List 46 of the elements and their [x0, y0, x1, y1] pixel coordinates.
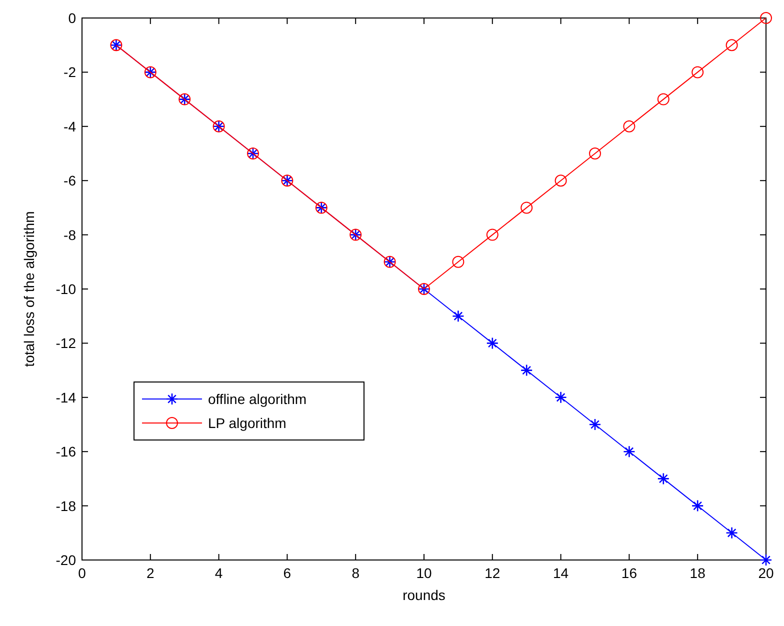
- y-tick-label: -12: [56, 335, 76, 352]
- point: [726, 39, 738, 52]
- y-tick-label: -20: [56, 552, 76, 568]
- x-tick-label: 10: [416, 565, 432, 581]
- point: [486, 337, 499, 350]
- point: [657, 93, 670, 106]
- legend-label: LP algorithm: [208, 415, 286, 431]
- point: [554, 174, 567, 187]
- x-tick-label: 18: [690, 565, 706, 581]
- point: [486, 228, 498, 241]
- point: [520, 364, 533, 376]
- x-tick-label: 14: [553, 565, 569, 581]
- x-tick-label: 8: [352, 565, 360, 581]
- legend-label: offline algorithm: [208, 391, 307, 407]
- x-tick-label: 6: [283, 565, 292, 581]
- x-tick-label: 20: [758, 565, 774, 581]
- y-tick-label: -4: [64, 118, 76, 134]
- point: [760, 554, 772, 566]
- x-tick-label: 4: [214, 565, 223, 581]
- point: [623, 445, 636, 458]
- point: [589, 148, 601, 160]
- x-tick-label: 12: [484, 565, 500, 581]
- point: [452, 256, 464, 268]
- y-tick-label: -10: [56, 281, 76, 297]
- point: [726, 526, 738, 540]
- x-tick-label: 0: [78, 565, 86, 581]
- y-tick-label: -18: [56, 498, 76, 514]
- y-tick-label: -6: [64, 172, 76, 189]
- point: [452, 310, 464, 322]
- point: [520, 202, 533, 214]
- point: [588, 418, 602, 431]
- point: [692, 66, 704, 78]
- point: [554, 391, 567, 404]
- point: [657, 472, 670, 485]
- y-tick-label: -2: [64, 64, 76, 80]
- y-axis-title: total loss of the algorithm: [21, 211, 37, 367]
- x-tick-label: 16: [621, 565, 638, 581]
- x-axis-title: rounds: [402, 587, 446, 603]
- y-tick-label: -8: [64, 226, 76, 243]
- point: [691, 500, 704, 512]
- point: [623, 120, 636, 132]
- y-tick-label: 0: [68, 10, 76, 26]
- x-tick-label: 2: [146, 565, 154, 581]
- y-tick-label: -16: [56, 444, 76, 460]
- y-tick-label: -14: [56, 389, 76, 406]
- point: [760, 12, 772, 24]
